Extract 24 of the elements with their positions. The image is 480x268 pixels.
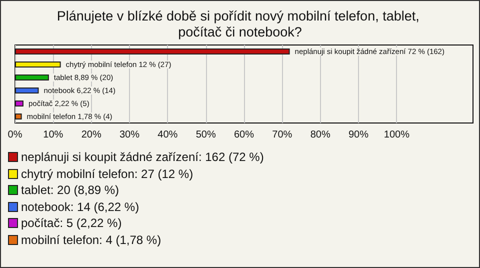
text: chytrý mobilní telefon: 27 (12 %) [20,166,194,182]
chart-title: Plánujete v blízké době si pořídit nový mobilní telefon, tablet, počítač či notebook? [56,8,424,40]
bar [15,100,24,106]
text: tablet: 20 (8,89 %) [20,182,120,198]
x-tick-label: 70% [272,130,292,140]
bar [15,62,61,68]
x-tick-label: 20% [81,130,102,140]
x-tick-label: 80% [310,130,330,140]
x-tick-label: 60% [234,130,254,140]
bar [15,88,39,94]
x-tick-label: 10% [43,130,64,140]
text: počítač: 5 (2,22 %) [20,215,123,232]
x-tick-label: 30% [119,130,140,140]
bar [15,74,49,80]
text: mobilní telefon: 4 (1,78 %) [20,232,162,248]
x-tick-label: 90% [348,130,369,140]
bar [15,48,290,54]
x-tick-label: 40% [158,130,178,140]
bar [15,114,22,120]
x-tick-label: 100% [384,130,410,140]
text: notebook: 14 (6,22 %) [20,198,140,215]
x-tick-label: 50% [196,130,216,140]
text: neplánuji si koupit žádné zařízení: 162 (72 %) [20,149,264,166]
x-tick-label: 0% [8,130,22,140]
